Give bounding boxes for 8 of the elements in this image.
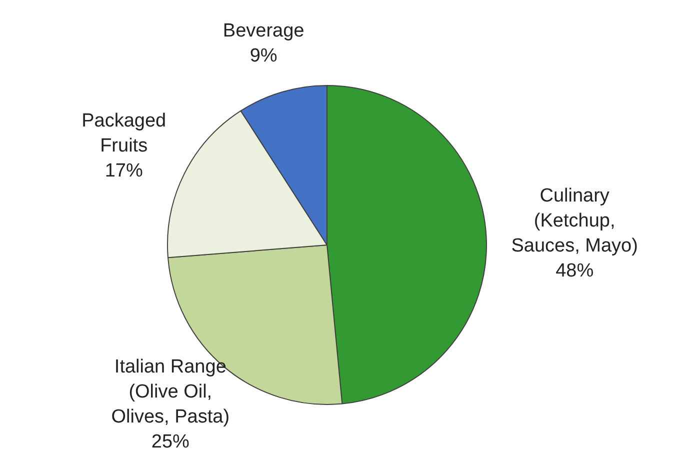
- slice-label: Italian Range (Olive Oil, Olives, Pasta): [111, 356, 230, 428]
- slice-label: Packaged Fruits: [82, 110, 166, 157]
- data-label: 17%: [104, 160, 143, 182]
- slice-label: Beverage: [222, 20, 304, 42]
- slice-label: Culinary (Ketchup, Sauces, Mayo): [511, 186, 638, 257]
- data-label: 25%: [151, 432, 190, 453]
- data-label: 9%: [250, 46, 278, 67]
- data-label: 48%: [556, 260, 594, 282]
